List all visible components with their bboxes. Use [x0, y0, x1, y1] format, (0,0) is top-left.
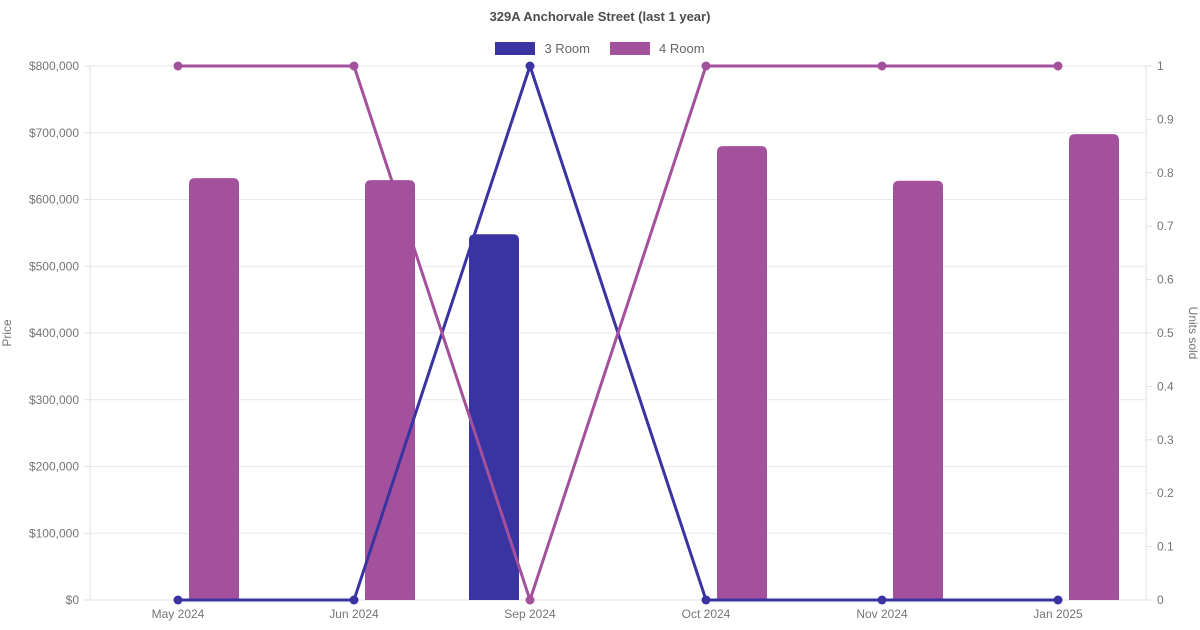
x-axis-label: Sep 2024 — [504, 607, 556, 621]
legend-swatch-3-room-icon — [495, 42, 536, 55]
legend-label-4-room: 4 Room — [659, 41, 705, 56]
x-axis-label: Nov 2024 — [856, 607, 908, 621]
line-4-room-units-sold — [176, 64, 1060, 602]
legend-item-4-room[interactable]: 4 Room — [610, 41, 705, 56]
x-axis-label: May 2024 — [152, 607, 205, 621]
y-axis-left-tick-label: $400,000 — [29, 326, 79, 340]
point-4-room-jun-2024[interactable] — [349, 61, 359, 71]
y-axis-left-tick-label: $0 — [66, 593, 80, 607]
y-axis-right-tick-label: 0.3 — [1157, 433, 1174, 447]
legend: 3 Room 4 Room — [0, 41, 1200, 56]
y-axis-left-tick-label: $600,000 — [29, 193, 79, 207]
x-axis-label: Jan 2025 — [1033, 607, 1083, 621]
y-axis-left-tick-label: $100,000 — [29, 526, 79, 540]
chart-title: 329A Anchorvale Street (last 1 year) — [489, 9, 711, 24]
bar-4-room-nov-2024[interactable] — [893, 180, 943, 600]
y-axis-left-tick-label: $200,000 — [29, 460, 79, 474]
x-axis-label: Oct 2024 — [682, 607, 731, 621]
bar-3-room-sep-2024[interactable] — [469, 234, 519, 600]
legend-swatch-4-room-icon — [610, 42, 650, 55]
y-axis-right-tick-label: 0 — [1157, 593, 1164, 607]
y-axis-right-tick-label: 1 — [1157, 59, 1164, 73]
bar-4-room-may-2024[interactable] — [189, 178, 239, 600]
legend-item-3-room[interactable]: 3 Room — [495, 41, 590, 56]
y-axis-right-tick-label: 0.9 — [1157, 112, 1174, 126]
point-4-room-oct-2024[interactable] — [701, 61, 711, 71]
y-axis-right-tick-label: 0.8 — [1157, 166, 1174, 180]
y-axis-left-tick-label: $300,000 — [29, 393, 79, 407]
y-axis-left-title: Price — [0, 319, 14, 347]
point-3-room-sep-2024[interactable] — [525, 61, 535, 71]
point-4-room-nov-2024[interactable] — [877, 61, 887, 71]
y-axis-right-tick-label: 0.5 — [1157, 326, 1174, 340]
y-axis-left-tick-label: $500,000 — [29, 259, 79, 273]
y-axis-right-tick-label: 0.1 — [1157, 540, 1174, 554]
y-axis-right-tick-label: 0.7 — [1157, 219, 1174, 233]
x-axis-label: Jun 2024 — [329, 607, 379, 621]
point-4-room-may-2024[interactable] — [173, 61, 183, 71]
y-axis-right-title: Units sold — [1186, 307, 1200, 360]
y-axis-left-tick-label: $700,000 — [29, 126, 79, 140]
point-3-room-nov-2024[interactable] — [877, 595, 887, 605]
point-3-room-oct-2024[interactable] — [701, 595, 711, 605]
point-3-room-jun-2024[interactable] — [349, 595, 359, 605]
y-axis-right-tick-label: 0.2 — [1157, 486, 1174, 500]
bar-4-room-oct-2024[interactable] — [717, 146, 767, 600]
bar-4-room-jan-2025[interactable] — [1069, 134, 1119, 600]
y-axis-right-tick-label: 0.6 — [1157, 273, 1174, 287]
point-4-room-jan-2025[interactable] — [1053, 61, 1063, 71]
legend-label-3-room: 3 Room — [544, 41, 590, 56]
bar-4-room-jun-2024[interactable] — [365, 180, 415, 600]
point-4-room-sep-2024[interactable] — [525, 595, 535, 605]
point-3-room-may-2024[interactable] — [173, 595, 183, 605]
point-3-room-jan-2025[interactable] — [1053, 595, 1063, 605]
y-axis-left-tick-label: $800,000 — [29, 59, 79, 73]
y-axis-right-tick-label: 0.4 — [1157, 379, 1174, 393]
